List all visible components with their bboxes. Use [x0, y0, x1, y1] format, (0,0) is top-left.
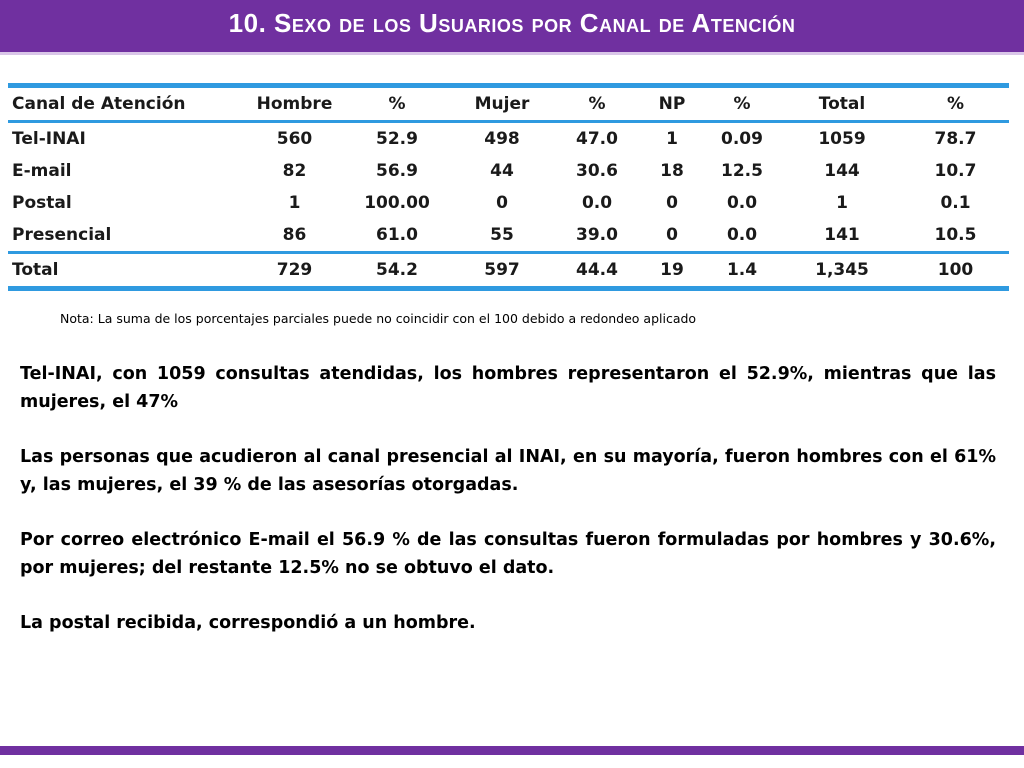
table-cell: 54.2 [376, 260, 418, 280]
table-cell: E-mail [12, 161, 72, 181]
table-cell: 1 [666, 129, 678, 149]
table-cell: 10.5 [934, 225, 977, 245]
header-canal: Canal de Atención [12, 94, 186, 114]
table-cell: 597 [484, 260, 520, 280]
table-cell: 0.1 [940, 193, 971, 213]
table-total-row: Total 729 54.2 597 44.4 19 1.4 1,345 100 [8, 252, 1009, 289]
table-cell: 12.5 [721, 161, 763, 181]
header-underline [0, 52, 1024, 55]
table-cell: 1 [836, 193, 848, 213]
table-cell: 39.0 [576, 225, 618, 245]
header-total: Total [818, 94, 866, 114]
table-cell: 100 [937, 260, 974, 280]
table-cell: 100.00 [364, 193, 430, 213]
table-header-row: Canal de Atención Hombre % Mujer % NP % … [8, 85, 1009, 122]
table-cell: 141 [824, 225, 860, 245]
data-table: Canal de Atención Hombre % Mujer % NP % … [8, 83, 1009, 291]
paragraph-presencial: Las personas que acudieron al canal pres… [20, 447, 996, 495]
table-cell: 30.6 [576, 161, 618, 181]
table-cell: 1059 [818, 129, 866, 149]
table-cell: 498 [484, 129, 520, 149]
paragraph-email: Por correo electrónico E-mail el 56.9 % … [20, 530, 996, 578]
table-cell: 19 [660, 260, 684, 280]
body-text: Tel-INAI, con 1059 consultas atendidas, … [20, 360, 996, 664]
data-table-container: Canal de Atención Hombre % Mujer % NP % … [8, 83, 1009, 291]
table-cell: 52.9 [376, 129, 418, 149]
table-cell: 47.0 [576, 129, 618, 149]
table-row: Tel-INAI 560 52.9 498 47.0 1 0.09 1059 7… [8, 122, 1009, 156]
table-cell: Postal [12, 193, 72, 213]
header-hombre-pct: % [388, 94, 406, 114]
table-cell: 0.09 [721, 129, 763, 149]
table-cell: Total [12, 260, 59, 280]
table-cell: 729 [276, 260, 313, 280]
table-cell: Presencial [12, 225, 112, 245]
table-cell: 1,345 [815, 260, 869, 280]
table-cell: 0.0 [726, 225, 758, 245]
table-cell: 61.0 [376, 225, 418, 245]
table-cell: 78.7 [934, 129, 977, 149]
table-row: Postal 1 100.00 0 0.0 0 0.0 1 0.1 [8, 187, 1009, 219]
table-cell: 10.7 [934, 161, 977, 181]
header-np-pct: % [733, 94, 751, 114]
paragraph-tel-inai: Tel-INAI, con 1059 consultas atendidas, … [20, 364, 996, 412]
table-row: E-mail 82 56.9 44 30.6 18 12.5 144 10.7 [8, 155, 1009, 187]
table-cell: 18 [660, 161, 684, 181]
table-cell: Tel-INAI [12, 129, 86, 149]
table-cell: 0.0 [726, 193, 758, 213]
header-np: NP [658, 94, 686, 114]
table-cell: 1.4 [726, 260, 758, 280]
table-cell: 56.9 [376, 161, 418, 181]
table-cell: 0 [666, 225, 678, 245]
header-mujer-pct: % [588, 94, 606, 114]
table-cell: 0.0 [581, 193, 613, 213]
table-cell: 86 [282, 225, 307, 245]
header-total-pct: % [946, 94, 965, 114]
table-note: Nota: La suma de los porcentajes parcial… [60, 311, 697, 326]
paragraph-postal: La postal recibida, correspondió a un ho… [20, 613, 476, 633]
footer-bar [0, 746, 1024, 755]
table-cell: 44 [490, 161, 514, 181]
header-bar [0, 0, 1024, 52]
table-cell: 82 [282, 161, 307, 181]
table-row: Presencial 86 61.0 55 39.0 0 0.0 141 10.… [8, 219, 1009, 253]
slide-title: 10. Sexo de los Usuarios por Canal de At… [228, 8, 796, 38]
table-cell: 144 [824, 161, 860, 181]
header-hombre: Hombre [256, 94, 333, 114]
header-mujer: Mujer [474, 94, 530, 114]
table-cell: 0 [666, 193, 678, 213]
table-cell: 44.4 [576, 260, 618, 280]
table-cell: 55 [490, 225, 514, 245]
table-cell: 0 [496, 193, 508, 213]
table-cell: 1 [288, 193, 301, 213]
table-cell: 560 [276, 129, 313, 149]
